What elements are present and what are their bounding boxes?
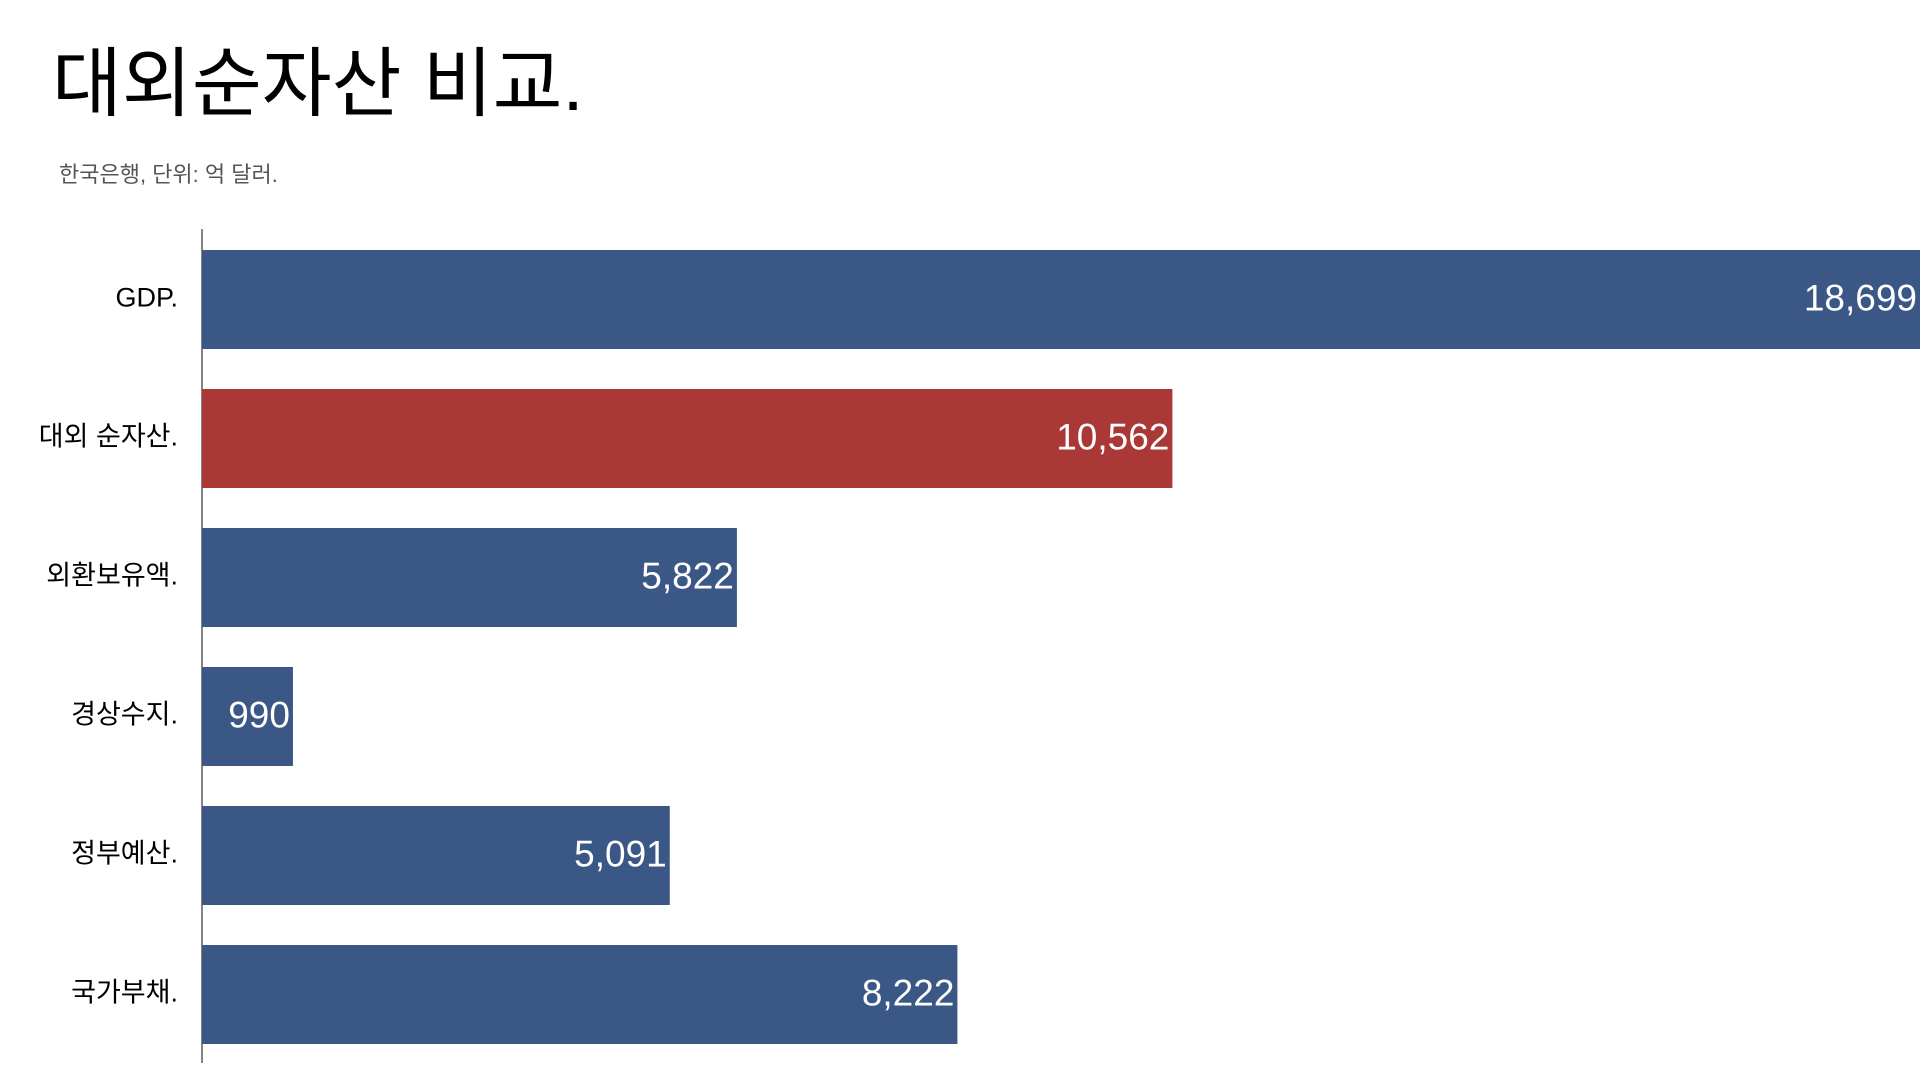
category-label: 대외 순자산. xyxy=(39,422,178,452)
category-label: 외환보유액. xyxy=(46,561,178,591)
value-label: 8,222 xyxy=(862,972,955,1013)
category-label: 경상수지. xyxy=(71,700,178,730)
value-label: 990 xyxy=(228,694,290,735)
bar xyxy=(202,945,958,1044)
bar xyxy=(202,389,1173,488)
value-label: 5,091 xyxy=(574,833,667,874)
category-label: 국가부채. xyxy=(71,978,178,1008)
category-label: GDP. xyxy=(115,283,178,313)
value-label: 10,562 xyxy=(1056,416,1169,457)
bar xyxy=(202,806,670,905)
value-label: 5,822 xyxy=(641,555,734,596)
bar xyxy=(202,250,1920,349)
chart-title: 대외순자산 비교. xyxy=(52,42,584,127)
value-label: 18,699 xyxy=(1804,277,1917,318)
chart-subtitle: 한국은행, 단위: 억 달러. xyxy=(59,162,278,187)
bar xyxy=(202,528,737,627)
category-label: 정부예산. xyxy=(71,839,178,869)
bar xyxy=(202,667,293,766)
